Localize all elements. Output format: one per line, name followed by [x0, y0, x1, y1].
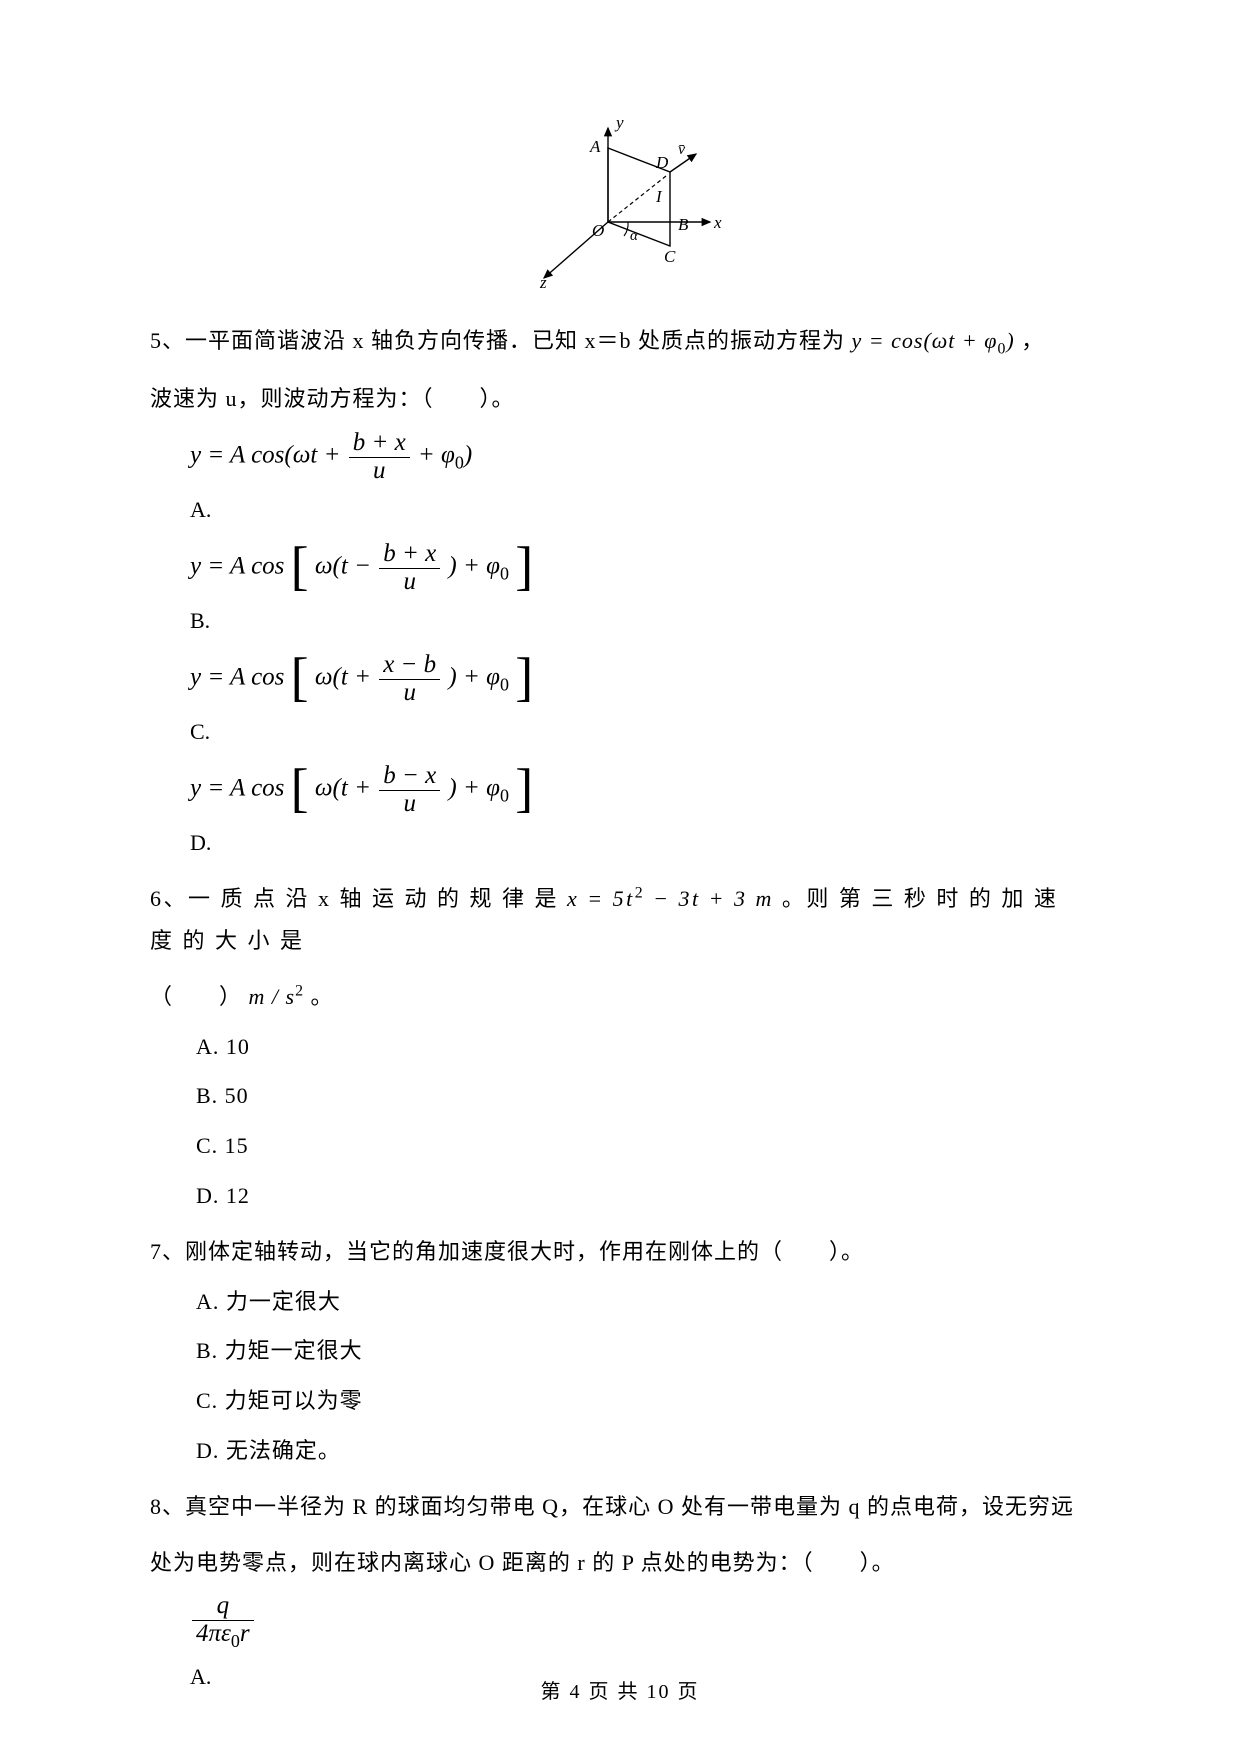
- q5D-den: u: [379, 791, 440, 817]
- q6-option-D: D. 12: [196, 1175, 1090, 1217]
- q5D-num: b − x: [379, 763, 440, 790]
- q5B-frac: b + x u: [379, 541, 440, 595]
- q5-line2: 波速为 u，则波动方程为：（ ）。: [150, 378, 1090, 420]
- q5-option-C: y = A cos [ ω(t + x − b u ) + φ0 ] C.: [190, 652, 1090, 753]
- q5B-label: B.: [190, 600, 210, 642]
- q5C-label: C.: [190, 711, 210, 753]
- q5B-pre: y = A cos: [190, 553, 284, 580]
- q5D-sub: 0: [500, 786, 509, 806]
- q8A-frac: q 4πε0r: [192, 1593, 254, 1650]
- q6-eq: x = 5t2 − 3t + 3 m: [567, 886, 782, 911]
- q5-option-D: y = A cos [ ω(t + b − x u ) + φ0 ] D.: [190, 763, 1090, 864]
- q5B-brl: [: [291, 542, 309, 591]
- q8-line2: 处为电势零点，则在球内离球心 O 距离的 r 的 P 点处的电势为：（ ）。: [150, 1542, 1090, 1584]
- page-footer: 第 4 页 共 10 页: [0, 1673, 1240, 1711]
- q6-eq2: − 3t + 3 m: [645, 886, 774, 911]
- q5A-eq-pre: y = A cos(ωt +: [190, 442, 347, 469]
- q7-option-A: A. 力一定很大: [196, 1281, 1090, 1323]
- q5C-brr: ]: [515, 653, 533, 702]
- q5C-pre: y = A cos: [190, 664, 284, 691]
- q5C-den: u: [379, 680, 440, 706]
- q5-line1: 5、一平面简谐波沿 x 轴负方向传播．已知 x＝b 处质点的振动方程为 y = …: [150, 320, 1090, 364]
- q6-prefix: 6、一 质 点 沿 x 轴 运 动 的 规 律 是: [150, 886, 567, 911]
- q8A-den-sub: 0: [231, 1631, 240, 1651]
- q8A-num: q: [192, 1593, 254, 1620]
- q6-option-B: B. 50: [196, 1075, 1090, 1117]
- q5C-brl: [: [291, 653, 309, 702]
- axes-diagram: y x z A B C D O I α v̄: [510, 110, 730, 290]
- q5-option-A: y = A cos(ωt + b + x u + φ0) A.: [190, 430, 1090, 531]
- q6-unit: m / s2: [249, 984, 311, 1009]
- q5B-num: b + x: [379, 541, 440, 568]
- figure-q4: y x z A B C D O I α v̄: [150, 110, 1090, 290]
- axis-y-label: y: [614, 113, 624, 132]
- axis-x-label: x: [713, 213, 722, 232]
- point-D: D: [655, 153, 669, 172]
- q5-suffix: ，: [1021, 328, 1044, 353]
- vector-v: v̄: [678, 141, 686, 158]
- q5D-pre: y = A cos: [190, 775, 284, 802]
- q5B-sub: 0: [500, 564, 509, 584]
- page: y x z A B C D O I α v̄ 5、一平面简谐波沿 x 轴负方向传…: [0, 0, 1240, 1753]
- q6-sup: 2: [635, 885, 645, 902]
- q5A-num: b + x: [349, 430, 410, 457]
- q8A-den: 4πε0r: [192, 1621, 254, 1651]
- q5-option-B: y = A cos [ ω(t − b + x u ) + φ0 ] B.: [190, 541, 1090, 642]
- q6-l2pre: （ ）: [150, 984, 249, 1009]
- q6-unit-body: m / s: [249, 984, 296, 1009]
- q5B-den: u: [379, 569, 440, 595]
- q5A-label: A.: [190, 489, 211, 531]
- q5-eq-close: ): [1006, 328, 1014, 353]
- point-A: A: [589, 137, 601, 156]
- point-C: C: [664, 247, 676, 266]
- q5B-brr: ]: [515, 542, 533, 591]
- q5C-num: x − b: [379, 652, 440, 679]
- q5B-argpre: ω(t −: [315, 553, 377, 580]
- q5D-frac: b − x u: [379, 763, 440, 817]
- q6-option-A: A. 10: [196, 1026, 1090, 1068]
- q7-option-D: D. 无法确定。: [196, 1430, 1090, 1472]
- q5C-frac: x − b u: [379, 652, 440, 706]
- q5C-argpost: ) + φ: [448, 664, 500, 691]
- q5-prefix: 5、一平面简谐波沿 x 轴负方向传播．已知 x＝b 处质点的振动方程为: [150, 328, 845, 353]
- q5C-sub: 0: [500, 675, 509, 695]
- q5A-post1: + φ: [418, 442, 455, 469]
- q7-text: 7、刚体定轴转动，当它的角加速度很大时，作用在刚体上的（ ）。: [150, 1231, 1090, 1273]
- q6-unit-sup: 2: [295, 983, 304, 1000]
- q6-line2: （ ） m / s2 。: [150, 976, 1090, 1018]
- q5A-sub: 0: [455, 453, 464, 473]
- q6-line1: 6、一 质 点 沿 x 轴 运 动 的 规 律 是 x = 5t2 − 3t +…: [150, 878, 1090, 962]
- q5B-argpost: ) + φ: [448, 553, 500, 580]
- q7-option-C: C. 力矩可以为零: [196, 1380, 1090, 1422]
- q8A-den-pre: 4πε: [196, 1620, 231, 1647]
- point-B: B: [678, 215, 689, 234]
- point-O: O: [592, 221, 604, 240]
- q5-eq-body: y = cos(ωt + φ: [852, 328, 998, 353]
- q5A-den: u: [349, 458, 410, 484]
- q7-option-B: B. 力矩一定很大: [196, 1330, 1090, 1372]
- axis-z-label: z: [539, 273, 547, 290]
- q6-unit-post: 。: [311, 984, 334, 1009]
- q5C-argpre: ω(t +: [315, 664, 377, 691]
- angle-alpha: α: [630, 228, 639, 244]
- q5-inline-eq: y = cos(ωt + φ0): [852, 328, 1022, 353]
- point-I: I: [655, 187, 663, 206]
- q8-line1: 8、真空中一半径为 R 的球面均匀带电 Q，在球心 O 处有一带电量为 q 的点…: [150, 1486, 1090, 1528]
- q5A-post2: ): [464, 442, 472, 469]
- q6-eq-body: x = 5t: [567, 886, 635, 911]
- q5D-brl: [: [291, 764, 309, 813]
- q5D-argpost: ) + φ: [448, 775, 500, 802]
- q6-option-C: C. 15: [196, 1125, 1090, 1167]
- q5D-argpre: ω(t +: [315, 775, 377, 802]
- q8A-den-post: r: [240, 1620, 250, 1647]
- q5A-frac: b + x u: [349, 430, 410, 484]
- q5D-brr: ]: [515, 764, 533, 813]
- q5D-label: D.: [190, 822, 211, 864]
